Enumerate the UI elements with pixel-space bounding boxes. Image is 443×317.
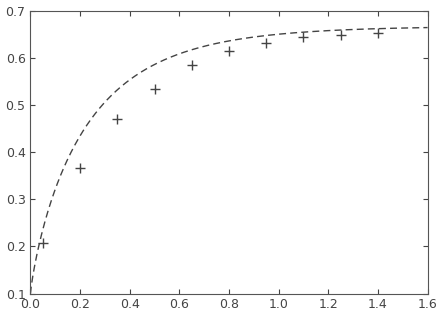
Point [337,33,344,38]
Point [151,86,158,91]
Point [77,165,84,171]
Point [225,49,233,54]
Point [263,40,270,45]
Point [300,35,307,40]
Point [188,62,195,67]
Point [114,116,121,121]
Point [39,241,47,246]
Point [374,31,381,36]
